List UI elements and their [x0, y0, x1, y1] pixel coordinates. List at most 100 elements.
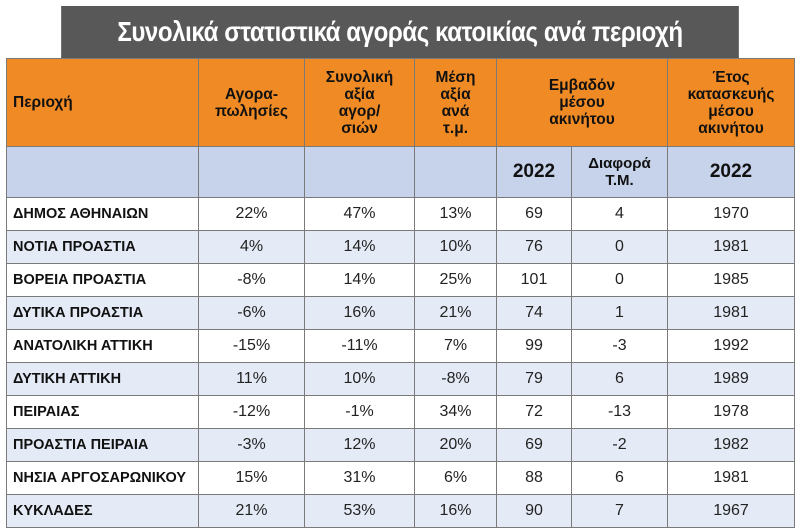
- table-row: ΝΟΤΙΑ ΠΡΟΑΣΤΙΑ 4% 14% 10% 76 0 1981: [6, 230, 795, 264]
- cell-region: ΔΥΤΙΚΑ ΠΡΟΑΣΤΙΑ: [6, 296, 199, 330]
- header-sales: Αγορα- πωλησίες: [198, 58, 305, 147]
- cell-sales: 21%: [198, 494, 305, 528]
- cell-area-diff: -3: [571, 329, 668, 363]
- header-area-line2: μέσου: [559, 94, 605, 111]
- header-year-line2: κατασκευής: [687, 85, 775, 103]
- header-avg-line2: αξία: [440, 85, 471, 103]
- subheader-built-year: 2022: [667, 146, 795, 198]
- cell-total-value: 31%: [304, 461, 415, 495]
- header-year-line4: ακινήτου: [698, 119, 764, 137]
- cell-area-diff: 6: [571, 461, 668, 495]
- cell-build-year: 1981: [667, 230, 795, 264]
- header-row: Περιοχή Αγορα- πωλησίες Συνολική αξία αγ…: [6, 58, 795, 147]
- cell-sales: -15%: [198, 329, 305, 363]
- cell-area: 79: [496, 362, 572, 396]
- table-row: ΔΗΜΟΣ ΑΘΗΝΑΙΩΝ 22% 47% 13% 69 4 1970: [6, 197, 795, 231]
- cell-avg-value: 13%: [414, 197, 497, 231]
- table-row: ΚΥΚΛΑΔΕΣ 21% 53% 16% 90 7 1967: [6, 494, 795, 528]
- subheader-empty-total: [304, 146, 415, 198]
- cell-avg-value: 10%: [414, 230, 497, 264]
- cell-area: 69: [496, 197, 572, 231]
- subheader-area-diff-line2: Τ.Μ.: [605, 172, 634, 189]
- table-row: ΝΗΣΙΑ ΑΡΓΟΣΑΡΩΝΙΚΟΥ 15% 31% 6% 88 6 1981: [6, 461, 795, 495]
- cell-area-diff: 1: [571, 296, 668, 330]
- header-year-line3: μέσου: [708, 102, 754, 120]
- cell-build-year: 1981: [667, 461, 795, 495]
- cell-region: ΠΡΟΑΣΤΙΑ ΠΕΙΡΑΙΑ: [6, 428, 199, 462]
- cell-region: ΚΥΚΛΑΔΕΣ: [6, 494, 199, 528]
- cell-area: 101: [496, 263, 572, 297]
- cell-total-value: 12%: [304, 428, 415, 462]
- cell-area: 76: [496, 230, 572, 264]
- cell-sales: 22%: [198, 197, 305, 231]
- table-row: ΑΝΑΤΟΛΙΚΗ ΑΤΤΙΚΗ -15% -11% 7% 99 -3 1992: [6, 329, 795, 363]
- subheader-area-year: 2022: [496, 146, 572, 198]
- cell-sales: 15%: [198, 461, 305, 495]
- cell-avg-value: 34%: [414, 395, 497, 429]
- header-region: Περιοχή: [6, 58, 199, 147]
- cell-region: ΑΝΑΤΟΛΙΚΗ ΑΤΤΙΚΗ: [6, 329, 199, 363]
- cell-avg-value: 6%: [414, 461, 497, 495]
- header-avg-line1: Μέση: [435, 68, 476, 86]
- cell-region: ΝΗΣΙΑ ΑΡΓΟΣΑΡΩΝΙΚΟΥ: [6, 461, 199, 495]
- stats-table: Περιοχή Αγορα- πωλησίες Συνολική αξία αγ…: [6, 58, 795, 528]
- cell-area-diff: 0: [571, 263, 668, 297]
- table-title: Συνολικά στατιστικά αγοράς κατοικίας ανά…: [61, 6, 739, 58]
- cell-total-value: 47%: [304, 197, 415, 231]
- table-row: ΒΟΡΕΙΑ ΠΡΟΑΣΤΙΑ -8% 14% 25% 101 0 1985: [6, 263, 795, 297]
- table-row: ΠΕΙΡΑΙΑΣ -12% -1% 34% 72 -13 1978: [6, 395, 795, 429]
- header-total-line1: Συνολική: [325, 68, 394, 86]
- cell-sales: -3%: [198, 428, 305, 462]
- table-title-text: Συνολικά στατιστικά αγοράς κατοικίας ανά…: [117, 16, 683, 47]
- header-area-line1: Εμβαδόν: [548, 77, 616, 94]
- subheader-area-diff: Διαφορά Τ.Μ.: [571, 146, 668, 198]
- cell-total-value: 14%: [304, 230, 415, 264]
- header-sales-line2: πωλησίες: [215, 102, 288, 120]
- table-body: ΔΗΜΟΣ ΑΘΗΝΑΙΩΝ 22% 47% 13% 69 4 1970 ΝΟΤΙΑ ΠΡΟΑ…: [6, 197, 795, 528]
- cell-avg-value: 21%: [414, 296, 497, 330]
- cell-sales: -8%: [198, 263, 305, 297]
- cell-build-year: 1989: [667, 362, 795, 396]
- cell-area: 74: [496, 296, 572, 330]
- cell-area: 88: [496, 461, 572, 495]
- header-year-line1: Έτος: [712, 68, 750, 86]
- table-row: ΔΥΤΙΚΑ ΠΡΟΑΣΤΙΑ -6% 16% 21% 74 1 1981: [6, 296, 795, 330]
- cell-area: 69: [496, 428, 572, 462]
- cell-avg-value: 7%: [414, 329, 497, 363]
- subheader-empty-region: [6, 146, 199, 198]
- cell-region: ΔΗΜΟΣ ΑΘΗΝΑΙΩΝ: [6, 197, 199, 231]
- cell-area-diff: 4: [571, 197, 668, 231]
- header-sales-line1: Αγορα-: [225, 85, 278, 103]
- cell-total-value: 10%: [304, 362, 415, 396]
- header-area-line3: ακινήτου: [549, 111, 615, 128]
- cell-total-value: -1%: [304, 395, 415, 429]
- cell-total-value: 14%: [304, 263, 415, 297]
- cell-total-value: 16%: [304, 296, 415, 330]
- cell-total-value: 53%: [304, 494, 415, 528]
- cell-sales: -12%: [198, 395, 305, 429]
- header-avg-value: Μέση αξία ανά τ.μ.: [414, 58, 497, 147]
- cell-avg-value: 16%: [414, 494, 497, 528]
- cell-region: ΒΟΡΕΙΑ ΠΡΟΑΣΤΙΑ: [6, 263, 199, 297]
- cell-sales: 11%: [198, 362, 305, 396]
- cell-avg-value: 20%: [414, 428, 497, 462]
- cell-sales: -6%: [198, 296, 305, 330]
- cell-build-year: 1978: [667, 395, 795, 429]
- cell-build-year: 1992: [667, 329, 795, 363]
- cell-area-diff: -13: [571, 395, 668, 429]
- subheader-empty-avg: [414, 146, 497, 198]
- table-row: ΔΥΤΙΚΗ ΑΤΤΙΚΗ 11% 10% -8% 79 6 1989: [6, 362, 795, 396]
- header-avg-line3: ανά: [441, 102, 470, 120]
- cell-area: 99: [496, 329, 572, 363]
- cell-build-year: 1982: [667, 428, 795, 462]
- cell-build-year: 1970: [667, 197, 795, 231]
- header-total-value: Συνολική αξία αγορ/ σιών: [304, 58, 415, 147]
- header-total-line3: αγορ/: [338, 102, 381, 120]
- header-build-year: Έτος κατασκευής μέσου ακινήτου: [667, 58, 795, 147]
- cell-build-year: 1981: [667, 296, 795, 330]
- cell-area-diff: 7: [571, 494, 668, 528]
- cell-build-year: 1967: [667, 494, 795, 528]
- header-total-line4: σιών: [341, 119, 378, 137]
- cell-avg-value: 25%: [414, 263, 497, 297]
- cell-region: ΠΕΙΡΑΙΑΣ: [6, 395, 199, 429]
